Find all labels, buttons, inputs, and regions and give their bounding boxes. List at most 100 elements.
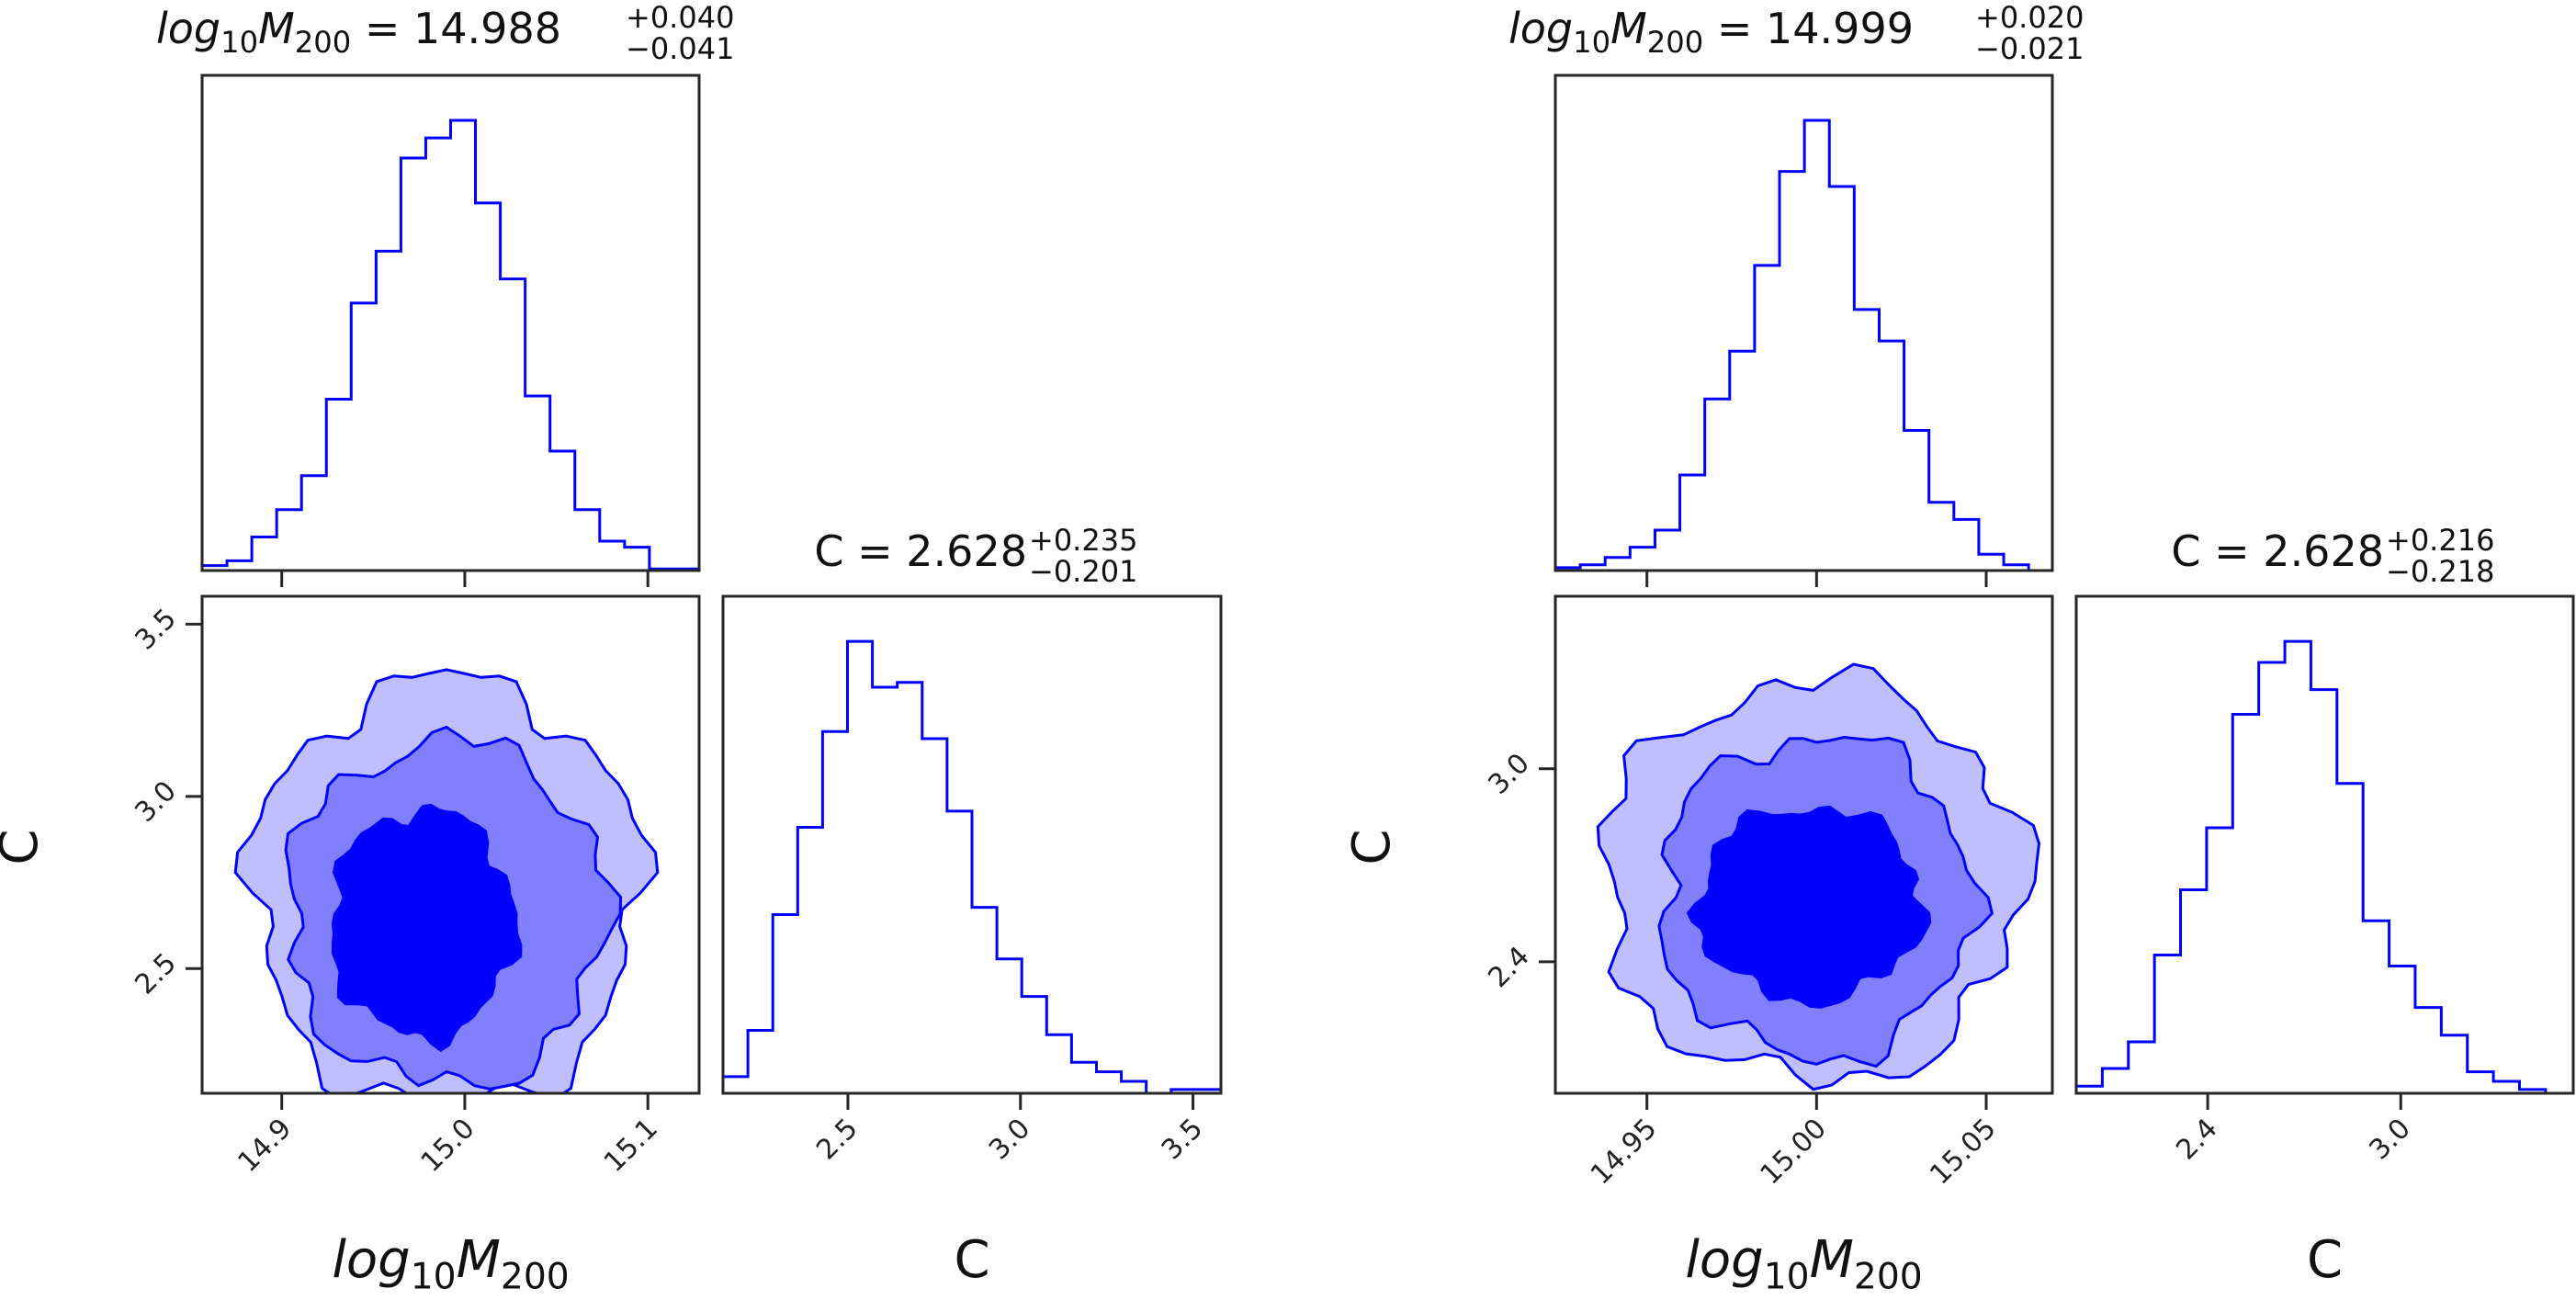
title-c: C = 2.628 +0.235−0.201 bbox=[814, 523, 1137, 589]
x-axis-label-c: C bbox=[954, 1230, 989, 1290]
hist-bar bbox=[401, 158, 425, 571]
hist-bar bbox=[2468, 1072, 2493, 1093]
y-axis-label-c: C bbox=[0, 829, 50, 865]
hist-bar bbox=[1929, 503, 1954, 571]
hist-bar bbox=[972, 908, 997, 1093]
frame-hist-mass bbox=[1554, 73, 2054, 572]
corner-panel-1: 14.9 15.0 15.1 2.5 2.5 3.0 3.0 3.5 3.5 log10M200 … bbox=[0, 0, 1223, 1297]
title-plus-error: +0.216 bbox=[2386, 523, 2494, 558]
hist-step-line bbox=[200, 119, 701, 571]
hist-bar bbox=[2232, 715, 2258, 1093]
hist-bar bbox=[476, 203, 501, 571]
hist-bar bbox=[277, 510, 301, 571]
y-tick-label: 2.4 bbox=[1482, 941, 1535, 994]
title-c: C = 2.628 +0.216−0.218 bbox=[2171, 523, 2494, 589]
hist-bar bbox=[1630, 548, 1655, 571]
x-tick-label: 15.00 bbox=[1755, 1113, 1833, 1191]
x-tick-label: 15.05 bbox=[1924, 1113, 2002, 1191]
title-minus-error: −0.021 bbox=[1975, 31, 2084, 66]
y-axis-label-c: C bbox=[1342, 829, 1402, 865]
title-plus-error: +0.235 bbox=[1029, 523, 1137, 558]
hist-mass bbox=[1554, 119, 2030, 571]
hist-bar bbox=[1829, 187, 1854, 571]
hist-bar bbox=[748, 1031, 773, 1093]
hist-bar bbox=[600, 541, 625, 571]
hist-bar bbox=[1046, 1034, 1071, 1093]
hist-bar bbox=[351, 303, 376, 571]
y-tick-label: 3.0 bbox=[129, 774, 182, 828]
hist-bar bbox=[575, 510, 600, 571]
hist-bar bbox=[898, 683, 922, 1093]
hist-step-line bbox=[1554, 119, 2030, 571]
hist-bar bbox=[2310, 690, 2336, 1093]
title-minus-error: −0.218 bbox=[2386, 554, 2494, 589]
hist-bar bbox=[1979, 554, 2004, 571]
hist-bar bbox=[1954, 519, 1979, 571]
frame-hist-mass bbox=[200, 73, 701, 572]
hist-bar bbox=[2129, 1042, 2154, 1093]
x-axis-label-mass: log10M200 bbox=[332, 1230, 569, 1297]
hist-step-line bbox=[2074, 639, 2548, 1093]
title-mass: log10M200 = 14.988 +0.040−0.041 bbox=[156, 0, 734, 66]
hist-bar bbox=[2285, 641, 2310, 1093]
hist-bar bbox=[501, 279, 525, 571]
x-tick-label: 15.1 bbox=[598, 1113, 664, 1179]
hist-bar bbox=[525, 396, 550, 571]
hist-bar bbox=[848, 641, 873, 1093]
hist-bar bbox=[1904, 430, 1929, 571]
hist-bar bbox=[301, 476, 326, 571]
hist-c bbox=[721, 639, 1223, 1095]
hist-bar bbox=[326, 400, 351, 571]
x-tick-label: 2.5 bbox=[810, 1113, 864, 1166]
y-tick-label: 3.5 bbox=[129, 603, 182, 656]
hist-bar bbox=[2493, 1081, 2519, 1093]
hist-bar bbox=[2207, 828, 2232, 1093]
contour-plot bbox=[1596, 662, 2041, 1091]
title-value: C = 2.628 bbox=[2171, 526, 2384, 576]
hist-bar bbox=[2259, 662, 2285, 1093]
hist-bar bbox=[1779, 172, 1804, 571]
x-tick-label: 2.4 bbox=[2170, 1113, 2223, 1166]
x-axis-label-mass: log10M200 bbox=[1685, 1230, 1922, 1297]
hist-bar bbox=[1097, 1072, 1122, 1093]
hist-bar bbox=[947, 811, 972, 1093]
title-value: C = 2.628 bbox=[814, 526, 1027, 576]
hist-bar bbox=[1755, 266, 1779, 571]
hist-bar bbox=[773, 914, 797, 1093]
x-axis-label-c: C bbox=[2307, 1230, 2343, 1290]
x-tick-label: 14.95 bbox=[1585, 1113, 1663, 1191]
hist-bar bbox=[822, 731, 847, 1093]
hist-bar bbox=[425, 138, 450, 571]
title-plus-error: +0.020 bbox=[1975, 0, 2084, 35]
corner-panel-2: 14.95 15.00 15.05 2.4 2.4 3.0 3.0 log10M200 = 1… bbox=[1342, 0, 2575, 1297]
hist-bar bbox=[550, 451, 575, 571]
hist-step-line bbox=[721, 639, 1223, 1095]
x-tick-label: 15.0 bbox=[415, 1113, 481, 1179]
contour-inner bbox=[331, 803, 523, 1053]
hist-bar bbox=[723, 1077, 748, 1093]
contour-inner bbox=[1686, 805, 1932, 1009]
hist-bar bbox=[252, 537, 277, 571]
hist-bar bbox=[797, 828, 822, 1093]
hist-bar bbox=[1730, 351, 1755, 571]
hist-bar bbox=[451, 120, 476, 571]
y-tick-label: 2.5 bbox=[129, 947, 182, 1000]
hist-bar bbox=[376, 251, 401, 571]
hist-mass bbox=[200, 119, 701, 571]
hist-bar bbox=[1122, 1081, 1147, 1093]
hist-bar bbox=[1804, 120, 1829, 571]
hist-bar bbox=[2154, 955, 2180, 1093]
hist-bar bbox=[1022, 997, 1046, 1093]
hist-bar bbox=[227, 560, 252, 571]
hist-bar bbox=[2181, 889, 2207, 1093]
hist-bar bbox=[2390, 966, 2415, 1093]
hist-bar bbox=[997, 959, 1022, 1093]
frame-2d bbox=[1554, 594, 2054, 1095]
hist-bar bbox=[1705, 399, 1730, 571]
hist-bar bbox=[2441, 1035, 2467, 1093]
hist-bar bbox=[2337, 784, 2363, 1093]
x-tick-label: 3.0 bbox=[2363, 1113, 2416, 1166]
title-minus-error: −0.041 bbox=[626, 31, 734, 66]
title-param-label: log10M200 = 14.988 bbox=[156, 4, 561, 60]
y-tick-label: 3.0 bbox=[1482, 747, 1535, 800]
